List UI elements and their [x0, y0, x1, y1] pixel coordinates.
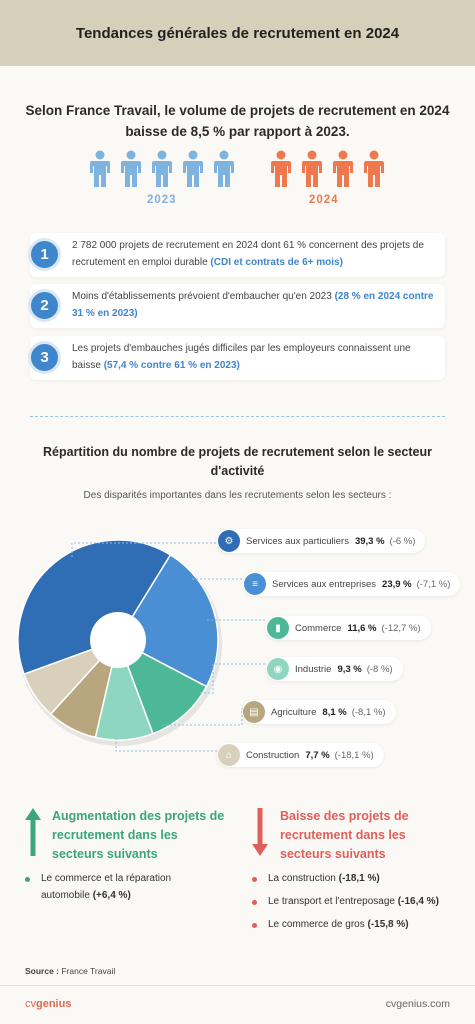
- stat-card-2: 2 Moins d'établissements prévoient d'emb…: [28, 284, 445, 328]
- stat-number: 1: [28, 238, 61, 271]
- legend-item-2: ▮ Commerce 11,6 % (-12,7 %): [266, 616, 431, 640]
- pie-slice-5: [23, 639, 119, 716]
- stat-card-1: 1 2 782 000 projets de recrutement en 20…: [28, 233, 445, 277]
- stat-number: 3: [28, 341, 61, 374]
- person-icon: [332, 150, 354, 188]
- legend-label: Services aux entreprises: [272, 578, 377, 590]
- legend-item-4: ▤ Agriculture 8,1 % (-8,1 %): [242, 700, 396, 724]
- stat-highlight: (57,4 % contre 61 % en 2023): [103, 360, 240, 371]
- footer-divider: [0, 985, 475, 986]
- legend-change: (-18,1 %): [334, 749, 374, 761]
- legend-value: 11,6 %: [347, 622, 377, 634]
- person-icon: [270, 150, 292, 188]
- stat-text: Moins d'établissements prévoient d'embau…: [72, 291, 335, 302]
- trend-down-item: Le transport et l'entreposage (-16,4 %): [268, 896, 439, 907]
- legend-item-5: ⌂ Construction 7,7 % (-18,1 %): [217, 743, 384, 767]
- legend-label: Agriculture: [271, 706, 317, 718]
- brand-logo: cvgenius: [25, 998, 72, 1010]
- person-icon: [89, 150, 111, 188]
- bullet-dot: [252, 923, 257, 928]
- arrow-down-icon: [252, 808, 268, 856]
- stat-text: 2 782 000 projets de recrutement en 2024…: [72, 240, 424, 268]
- year-2024-label: 2024: [309, 194, 339, 206]
- tractor-icon: ▤: [243, 701, 265, 723]
- section-subtitle: Des disparités importantes dans les recr…: [83, 490, 392, 501]
- legend-label: Industrie: [295, 663, 332, 675]
- legend-value: 7,7 %: [305, 749, 330, 761]
- person-icon: [301, 150, 323, 188]
- divider: [30, 416, 445, 417]
- leader-line-0: [71, 542, 217, 557]
- footer-url[interactable]: cvgenius.com: [385, 998, 450, 1010]
- person-icon: [182, 150, 204, 188]
- stat-highlight: (CDI et contrats de 6+ mois): [210, 257, 343, 268]
- factory-icon: ◉: [267, 658, 289, 680]
- pie-slice-2: [116, 638, 208, 735]
- section-title: Répartition du nombre de projets de recr…: [43, 445, 432, 478]
- donut-hole: [90, 612, 146, 668]
- bullet-dot: [252, 877, 257, 882]
- legend-value: 8,1 %: [322, 706, 347, 718]
- chart-icon: ▮: [267, 617, 289, 639]
- legend-value: 23,9 %: [382, 578, 412, 590]
- legend-item-3: ◉ Industrie 9,3 % (-8 %): [266, 657, 403, 681]
- person-icon: [120, 150, 142, 188]
- sector-donut-chart: [17, 539, 266, 752]
- legend-label: Commerce: [295, 622, 342, 634]
- legend-item-1: ≡ Services aux entreprises 23,9 % (-7,1 %): [243, 572, 461, 596]
- stat-highlight: (28 % en 2024 contre 31 % en 2023): [72, 291, 434, 319]
- legend-change: (-8 %): [366, 663, 393, 675]
- legend-change: (-7,1 %): [416, 578, 451, 590]
- leader-line-5: [115, 738, 217, 752]
- handshake-icon: ≡: [244, 573, 266, 595]
- stat-card-3: 3 Les projets d'embauches jugés difficil…: [28, 336, 445, 380]
- legend-change: (-12,7 %): [381, 622, 421, 634]
- trend-down-title: Baisse des projets de recrutement dans l…: [280, 809, 409, 861]
- person-icon: [213, 150, 235, 188]
- intro-text: Selon France Travail, le volume de proje…: [25, 103, 450, 139]
- people-illustration: [0, 150, 475, 210]
- legend-value: 9,3 %: [337, 663, 362, 675]
- stat-number: 2: [28, 289, 61, 322]
- legend-item-0: ⚙ Services aux particuliers 39,3 % (-6 %): [217, 529, 426, 553]
- legend-label: Construction: [246, 749, 300, 761]
- trend-down-item: Le commerce de gros (-15,8 %): [268, 919, 409, 930]
- bullet-dot: [252, 900, 257, 905]
- person-icon: [363, 150, 385, 188]
- pie-slice-1: [116, 553, 219, 688]
- trend-up-item: Le commerce et la réparation automobile …: [41, 873, 172, 901]
- trend-down-item: La construction (-18,1 %): [268, 873, 380, 884]
- trend-up-title: Augmentation des projets de recrutement …: [52, 809, 225, 861]
- tag-icon: ⚙: [218, 530, 240, 552]
- page-title: Tendances générales de recrutement en 20…: [0, 0, 475, 66]
- year-2023-label: 2023: [147, 194, 177, 206]
- legend-change: (-6 %): [389, 535, 416, 547]
- bullet-dot: [25, 877, 30, 882]
- leader-line-3: [200, 663, 266, 694]
- legend-change: (-8,1 %): [351, 706, 386, 718]
- arrow-up-icon: [25, 808, 41, 856]
- source-note: Source : France Travail: [25, 966, 116, 976]
- helmet-icon: ⌂: [218, 744, 240, 766]
- leader-line-4: [162, 708, 243, 726]
- legend-label: Services aux particuliers: [246, 535, 349, 547]
- stat-text: Les projets d'embauches jugés difficiles…: [72, 343, 411, 371]
- person-icon: [151, 150, 173, 188]
- legend-value: 39,3 %: [354, 535, 385, 547]
